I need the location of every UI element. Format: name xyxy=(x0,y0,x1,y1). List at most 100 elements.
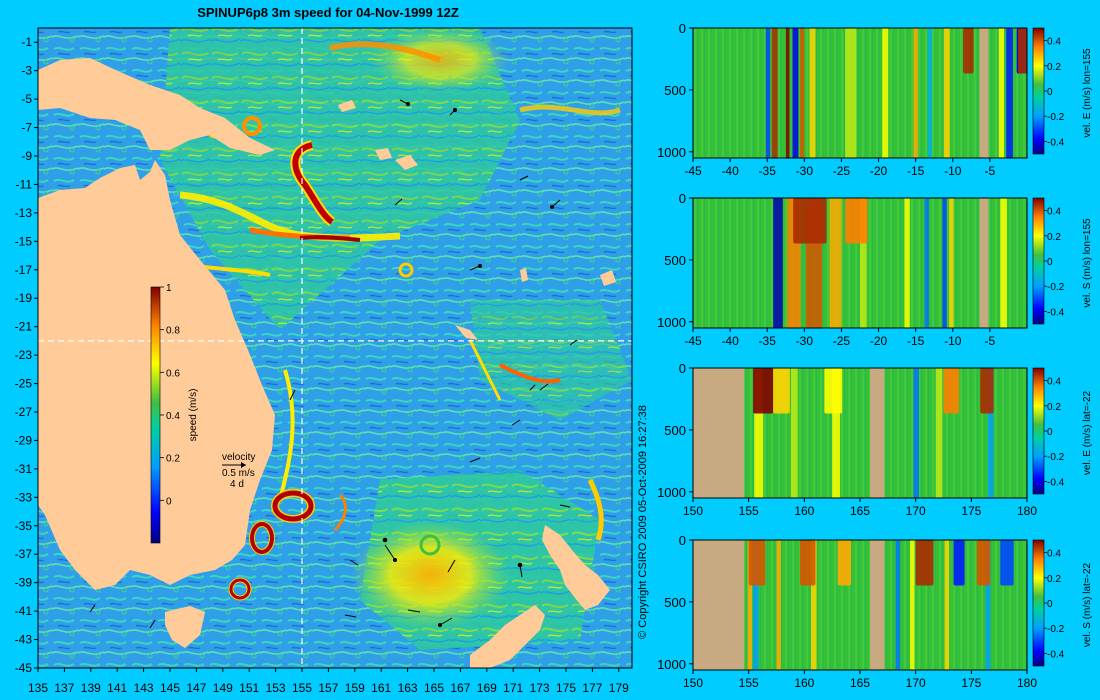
section-land xyxy=(870,540,885,670)
section-x-tick-label: 150 xyxy=(683,504,703,518)
section-x-tick-label: -25 xyxy=(833,164,851,178)
section-stripe xyxy=(998,28,1004,158)
section-land xyxy=(979,198,989,328)
section-stripe xyxy=(904,198,910,328)
section-stripe xyxy=(988,368,994,498)
section-surface-patch xyxy=(953,540,965,586)
land-island xyxy=(520,268,528,282)
jet-streak xyxy=(333,493,347,532)
section-stripe xyxy=(753,540,759,670)
map-x-tick-label: 147 xyxy=(186,681,206,695)
section-stripe xyxy=(1006,28,1013,158)
section-stripe xyxy=(913,368,920,498)
section-colorbar xyxy=(1032,27,1045,155)
land-island xyxy=(338,100,356,112)
eddy-ring xyxy=(398,262,414,278)
section-stripe xyxy=(935,368,943,498)
land-island xyxy=(375,148,392,160)
section-stripe xyxy=(799,28,805,158)
section-x-tick-label: 170 xyxy=(906,504,926,518)
map-title: SPINUP6p8 3m speed for 04-Nov-1999 12Z xyxy=(197,5,459,20)
section-x-tick-label: 175 xyxy=(961,676,981,690)
speed-colorbar-label: speed (m/s) xyxy=(188,389,199,442)
jet-streak xyxy=(299,235,361,242)
section-y-tick-label: 1000 xyxy=(657,315,686,330)
eddy-ring xyxy=(242,116,262,136)
map-frame xyxy=(37,27,633,669)
section-stripe xyxy=(913,28,918,158)
section-y-tick-label: 0 xyxy=(679,533,686,548)
map-x-tick-label: 161 xyxy=(371,681,391,695)
section-y-tick-label: 500 xyxy=(664,423,686,438)
map-x-tick-label: 177 xyxy=(582,681,602,695)
section-y-tick-label: 1000 xyxy=(657,657,686,672)
section-panel: 150 155 160 165 170 175 180 0 500 1000 0.4 0.2 0 -0.2… xyxy=(657,533,1093,690)
velocity-legend-days: 4 d xyxy=(230,479,244,490)
speed-colorbar-tick-label: 0.8 xyxy=(166,326,180,337)
section-stripe xyxy=(943,28,950,158)
section-panel: 150 155 160 165 170 175 180 0 500 1000 0.4 0.2 0 -0.2… xyxy=(657,361,1093,518)
section-colorbar-tick-label: -0.2 xyxy=(1047,624,1065,635)
map-x-tick-label: 151 xyxy=(239,681,259,695)
section-y-tick-label: 500 xyxy=(664,83,686,98)
land-new-zealand xyxy=(542,525,610,610)
map-x-tick-label: 149 xyxy=(213,681,233,695)
section-stripe xyxy=(747,540,753,670)
section-colorbar-tick-label: 0 xyxy=(1047,599,1053,610)
map-y-tick-label: -17 xyxy=(15,263,33,277)
section-stripe xyxy=(792,28,799,158)
map-y-tick-label: -35 xyxy=(15,519,33,533)
section-x-tick-label: 160 xyxy=(794,504,814,518)
section-land xyxy=(870,368,885,498)
section-colorbar-tick-label: -0.2 xyxy=(1047,282,1065,293)
section-surface-patch xyxy=(980,368,994,414)
map-y-tick-label: -29 xyxy=(15,433,33,447)
map-axes: 135 137 139 141 143 145 147 149 151 153 155 157 159 1… xyxy=(15,35,629,695)
section-stripe xyxy=(765,28,771,158)
section-surface-patch xyxy=(753,368,774,414)
section-x-tick-label: 150 xyxy=(683,676,703,690)
speed-colorbar-tick-label: 0.4 xyxy=(166,411,180,422)
section-surface-patch xyxy=(915,540,934,586)
jet-streak xyxy=(499,363,561,384)
section-x-tick-label: 180 xyxy=(1017,676,1037,690)
section-stripe xyxy=(910,540,915,670)
map-x-tick-label: 175 xyxy=(556,681,576,695)
jet-streak xyxy=(329,41,442,63)
section-stripe xyxy=(845,28,857,158)
map-y-tick-label: -41 xyxy=(15,604,33,618)
map-y-tick-label: -23 xyxy=(15,348,33,362)
section-stripe xyxy=(895,540,901,670)
velocity-arrows xyxy=(89,99,578,629)
map-x-tick-label: 173 xyxy=(530,681,550,695)
velocity-legend-title: velocity xyxy=(222,452,255,463)
map-y-tick-label: -21 xyxy=(15,320,33,334)
section-colorbar-tick-label: 0.4 xyxy=(1047,549,1061,560)
map-x-tick-label: 153 xyxy=(266,681,286,695)
map-y-tick-label: -13 xyxy=(15,206,33,220)
section-surface-patch xyxy=(793,198,827,244)
section-stripe xyxy=(944,540,950,670)
section-x-tick-label: 160 xyxy=(794,676,814,690)
section-y-tick-label: 0 xyxy=(679,361,686,376)
section-stripe xyxy=(882,28,889,158)
section-colorbar-tick-label: 0.2 xyxy=(1047,402,1061,413)
section-stripe xyxy=(949,198,954,328)
section-colorbar-tick-label: -0.4 xyxy=(1047,649,1065,660)
map-y-tick-label: -19 xyxy=(15,291,33,305)
section-colorbar-tick-label: 0 xyxy=(1047,87,1053,98)
section-land xyxy=(693,540,745,670)
map-y-tick-label: -33 xyxy=(15,490,33,504)
eddy-ring xyxy=(250,522,274,554)
speed-colorbar-tick-label: 0 xyxy=(166,496,172,507)
section-stripe xyxy=(927,28,932,158)
section-x-tick-label: 165 xyxy=(850,676,870,690)
section-colorbar-tick-label: 0.4 xyxy=(1047,37,1061,48)
section-frame xyxy=(692,197,1028,329)
map-x-tick-label: 143 xyxy=(134,681,154,695)
eddy-hook xyxy=(292,142,334,225)
section-background xyxy=(693,368,1027,498)
section-y-tick-label: 500 xyxy=(664,595,686,610)
section-x-tick-label: -10 xyxy=(944,334,962,348)
section-surface-patch xyxy=(1000,540,1014,586)
